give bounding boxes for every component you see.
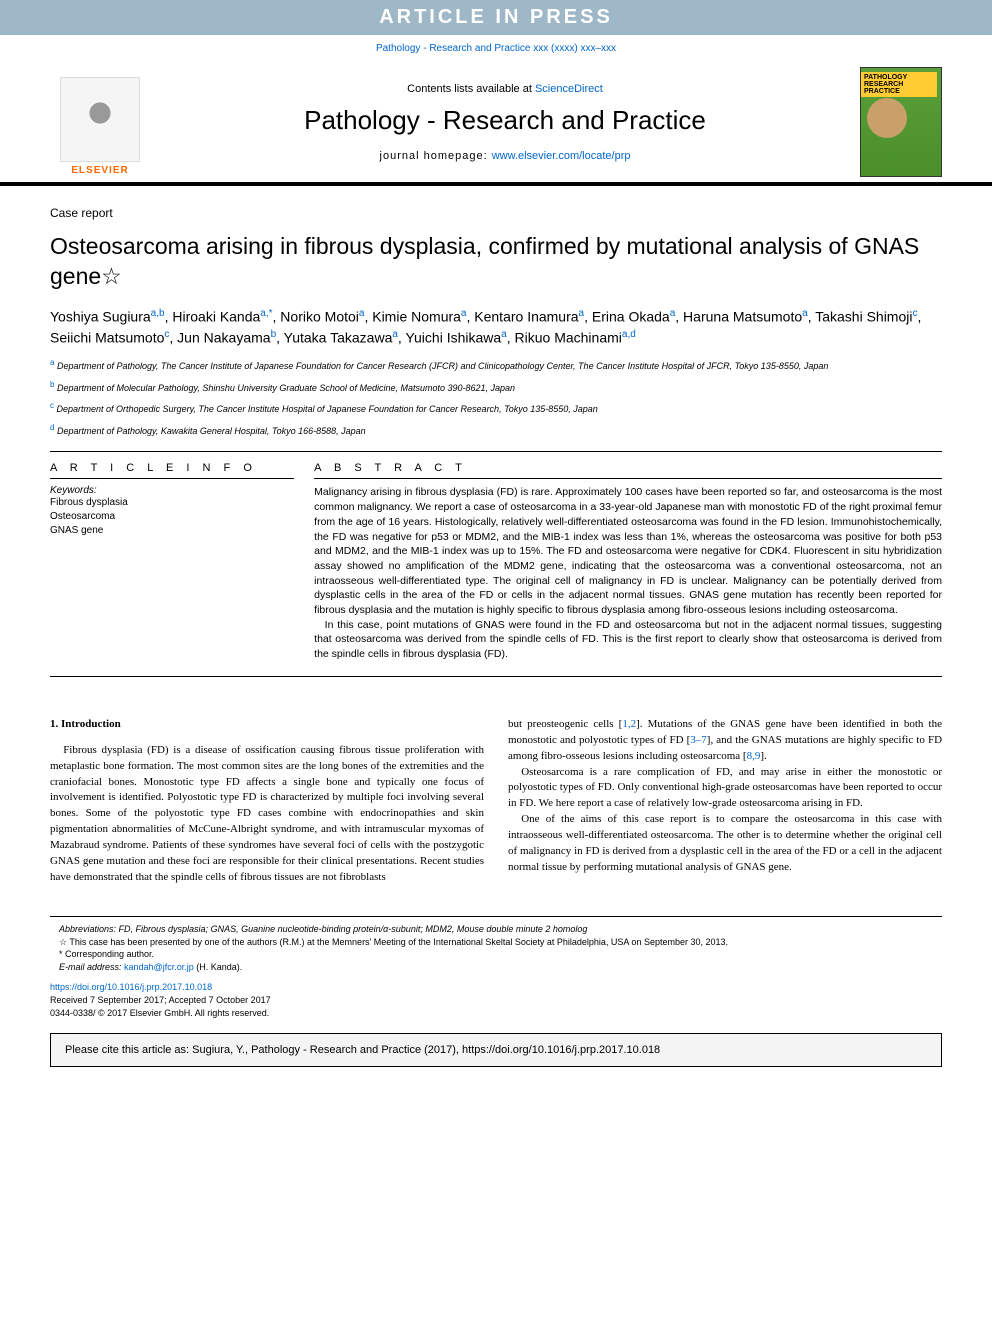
article-info-heading: A R T I C L E I N F O bbox=[50, 462, 294, 474]
citation-link[interactable]: 1,2 bbox=[622, 718, 636, 730]
article-title: Osteosarcoma arising in fibrous dysplasi… bbox=[50, 232, 942, 292]
elsevier-tree-icon bbox=[60, 77, 140, 162]
cover-title: PATHOLOGY RESEARCH PRACTICE bbox=[861, 72, 937, 97]
contents-prefix: Contents lists available at bbox=[407, 83, 535, 95]
star-footnote: ☆ This case has been presented by one of… bbox=[50, 936, 942, 949]
body-paragraph: but preosteogenic cells [1,2]. Mutations… bbox=[508, 717, 942, 765]
keyword: Osteosarcoma bbox=[50, 510, 294, 524]
email-label: E-mail address: bbox=[59, 962, 124, 972]
right-column: but preosteogenic cells [1,2]. Mutations… bbox=[508, 717, 942, 886]
masthead: ELSEVIER Contents lists available at Sci… bbox=[0, 62, 992, 186]
divider bbox=[50, 478, 294, 479]
affiliation: a Department of Pathology, The Cancer In… bbox=[50, 357, 942, 373]
elsevier-logo[interactable]: ELSEVIER bbox=[50, 62, 150, 182]
keyword: GNAS gene bbox=[50, 524, 294, 538]
citation-link[interactable]: 3–7 bbox=[690, 734, 707, 746]
author-list: Yoshiya Sugiuraa,b, Hiroaki Kandaa,*, No… bbox=[50, 306, 942, 349]
abstract-block: A B S T R A C T Malignancy arising in fi… bbox=[314, 462, 942, 661]
homepage-label: journal homepage: bbox=[380, 150, 492, 162]
sciencedirect-link[interactable]: ScienceDirect bbox=[535, 83, 603, 95]
divider bbox=[50, 451, 942, 452]
body-paragraph: Osteosarcoma is a rare complication of F… bbox=[508, 765, 942, 813]
received-dates: Received 7 September 2017; Accepted 7 Oc… bbox=[50, 995, 271, 1005]
introduction-heading: 1. Introduction bbox=[50, 717, 484, 733]
email-footnote: E-mail address: kandah@jfcr.or.jp (H. Ka… bbox=[50, 961, 942, 974]
journal-title: Pathology - Research and Practice bbox=[150, 105, 860, 136]
elsevier-wordmark: ELSEVIER bbox=[71, 165, 128, 176]
abbreviations-footnote: Abbreviations: FD, Fibrous dysplasia; GN… bbox=[50, 923, 942, 936]
body-text: but preosteogenic cells [ bbox=[508, 718, 622, 730]
cover-image-icon bbox=[867, 98, 907, 138]
abstract-heading: A B S T R A C T bbox=[314, 462, 942, 474]
abstract-paragraph: In this case, point mutations of GNAS we… bbox=[314, 618, 942, 662]
article-type: Case report bbox=[50, 206, 942, 220]
body-paragraph: One of the aims of this case report is t… bbox=[508, 812, 942, 876]
masthead-center: Contents lists available at ScienceDirec… bbox=[150, 71, 860, 174]
email-link[interactable]: kandah@jfcr.or.jp bbox=[124, 962, 194, 972]
contents-available-line: Contents lists available at ScienceDirec… bbox=[150, 83, 860, 95]
journal-cover-thumbnail[interactable]: PATHOLOGY RESEARCH PRACTICE bbox=[860, 67, 942, 177]
cite-this-article-box: Please cite this article as: Sugiura, Y.… bbox=[50, 1033, 942, 1067]
abstract-paragraph: Malignancy arising in fibrous dysplasia … bbox=[314, 485, 942, 617]
doi-link[interactable]: https://doi.org/10.1016/j.prp.2017.10.01… bbox=[50, 982, 212, 992]
body-text: ]. bbox=[760, 750, 766, 762]
email-suffix: (H. Kanda). bbox=[194, 962, 243, 972]
homepage-link[interactable]: www.elsevier.com/locate/prp bbox=[492, 150, 631, 162]
body-two-column: 1. Introduction Fibrous dysplasia (FD) i… bbox=[50, 717, 942, 886]
journal-reference-line: Pathology - Research and Practice xxx (x… bbox=[0, 35, 992, 62]
journal-homepage-line: journal homepage: www.elsevier.com/locat… bbox=[150, 150, 860, 162]
left-column: 1. Introduction Fibrous dysplasia (FD) i… bbox=[50, 717, 484, 886]
divider bbox=[314, 478, 942, 479]
affiliation: c Department of Orthopedic Surgery, The … bbox=[50, 400, 942, 416]
corresponding-author-footnote: * Corresponding author. bbox=[50, 948, 942, 961]
doi-block: https://doi.org/10.1016/j.prp.2017.10.01… bbox=[50, 981, 942, 1019]
affiliation: d Department of Pathology, Kawakita Gene… bbox=[50, 422, 942, 438]
affiliation: b Department of Molecular Pathology, Shi… bbox=[50, 379, 942, 395]
citation-link[interactable]: 8,9 bbox=[747, 750, 761, 762]
keyword: Fibrous dysplasia bbox=[50, 496, 294, 510]
body-paragraph: Fibrous dysplasia (FD) is a disease of o… bbox=[50, 743, 484, 886]
footnotes-block: Abbreviations: FD, Fibrous dysplasia; GN… bbox=[50, 916, 942, 973]
article-in-press-banner: ARTICLE IN PRESS bbox=[0, 0, 992, 35]
copyright-line: 0344-0338/ © 2017 Elsevier GmbH. All rig… bbox=[50, 1008, 269, 1018]
article-info-block: A R T I C L E I N F O Keywords: Fibrous … bbox=[50, 462, 294, 661]
divider bbox=[50, 676, 942, 677]
keywords-label: Keywords: bbox=[50, 485, 294, 496]
